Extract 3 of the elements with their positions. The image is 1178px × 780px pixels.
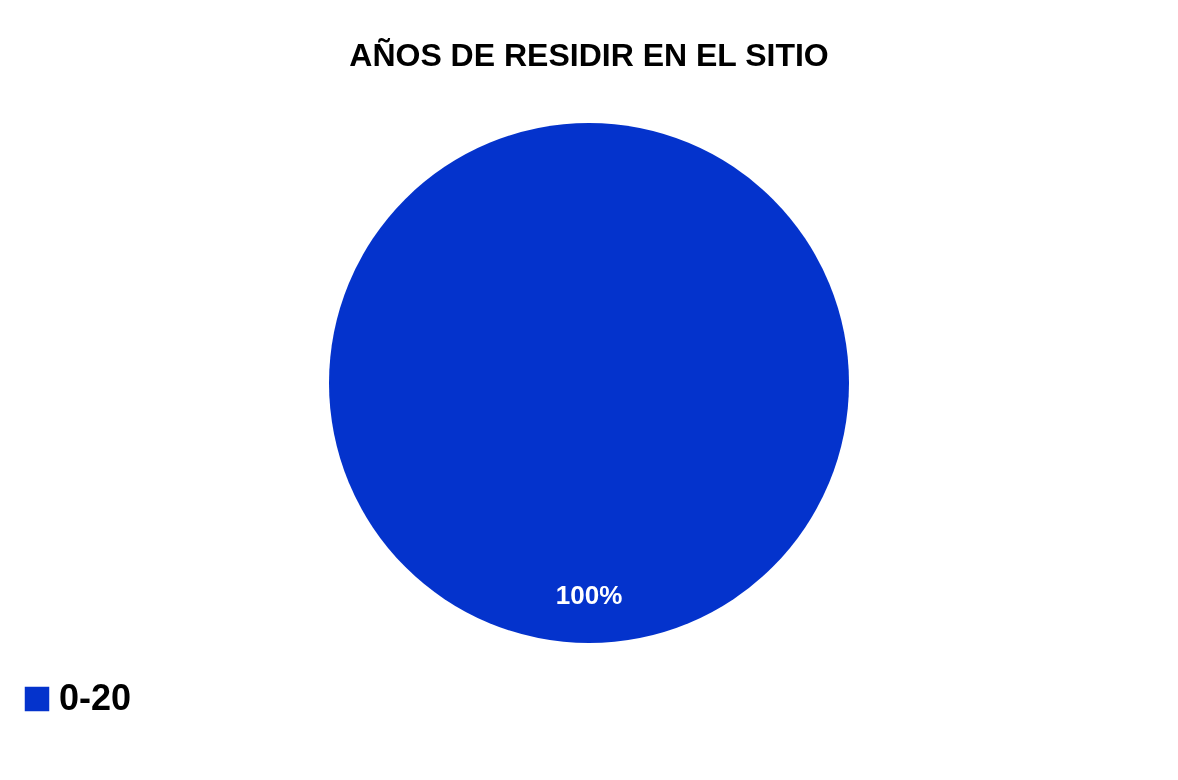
- chart-title: AÑOS DE RESIDIR EN EL SITIO: [349, 37, 829, 73]
- data-label: 100%: [555, 580, 623, 611]
- legend-label: 0-20: [59, 677, 132, 718]
